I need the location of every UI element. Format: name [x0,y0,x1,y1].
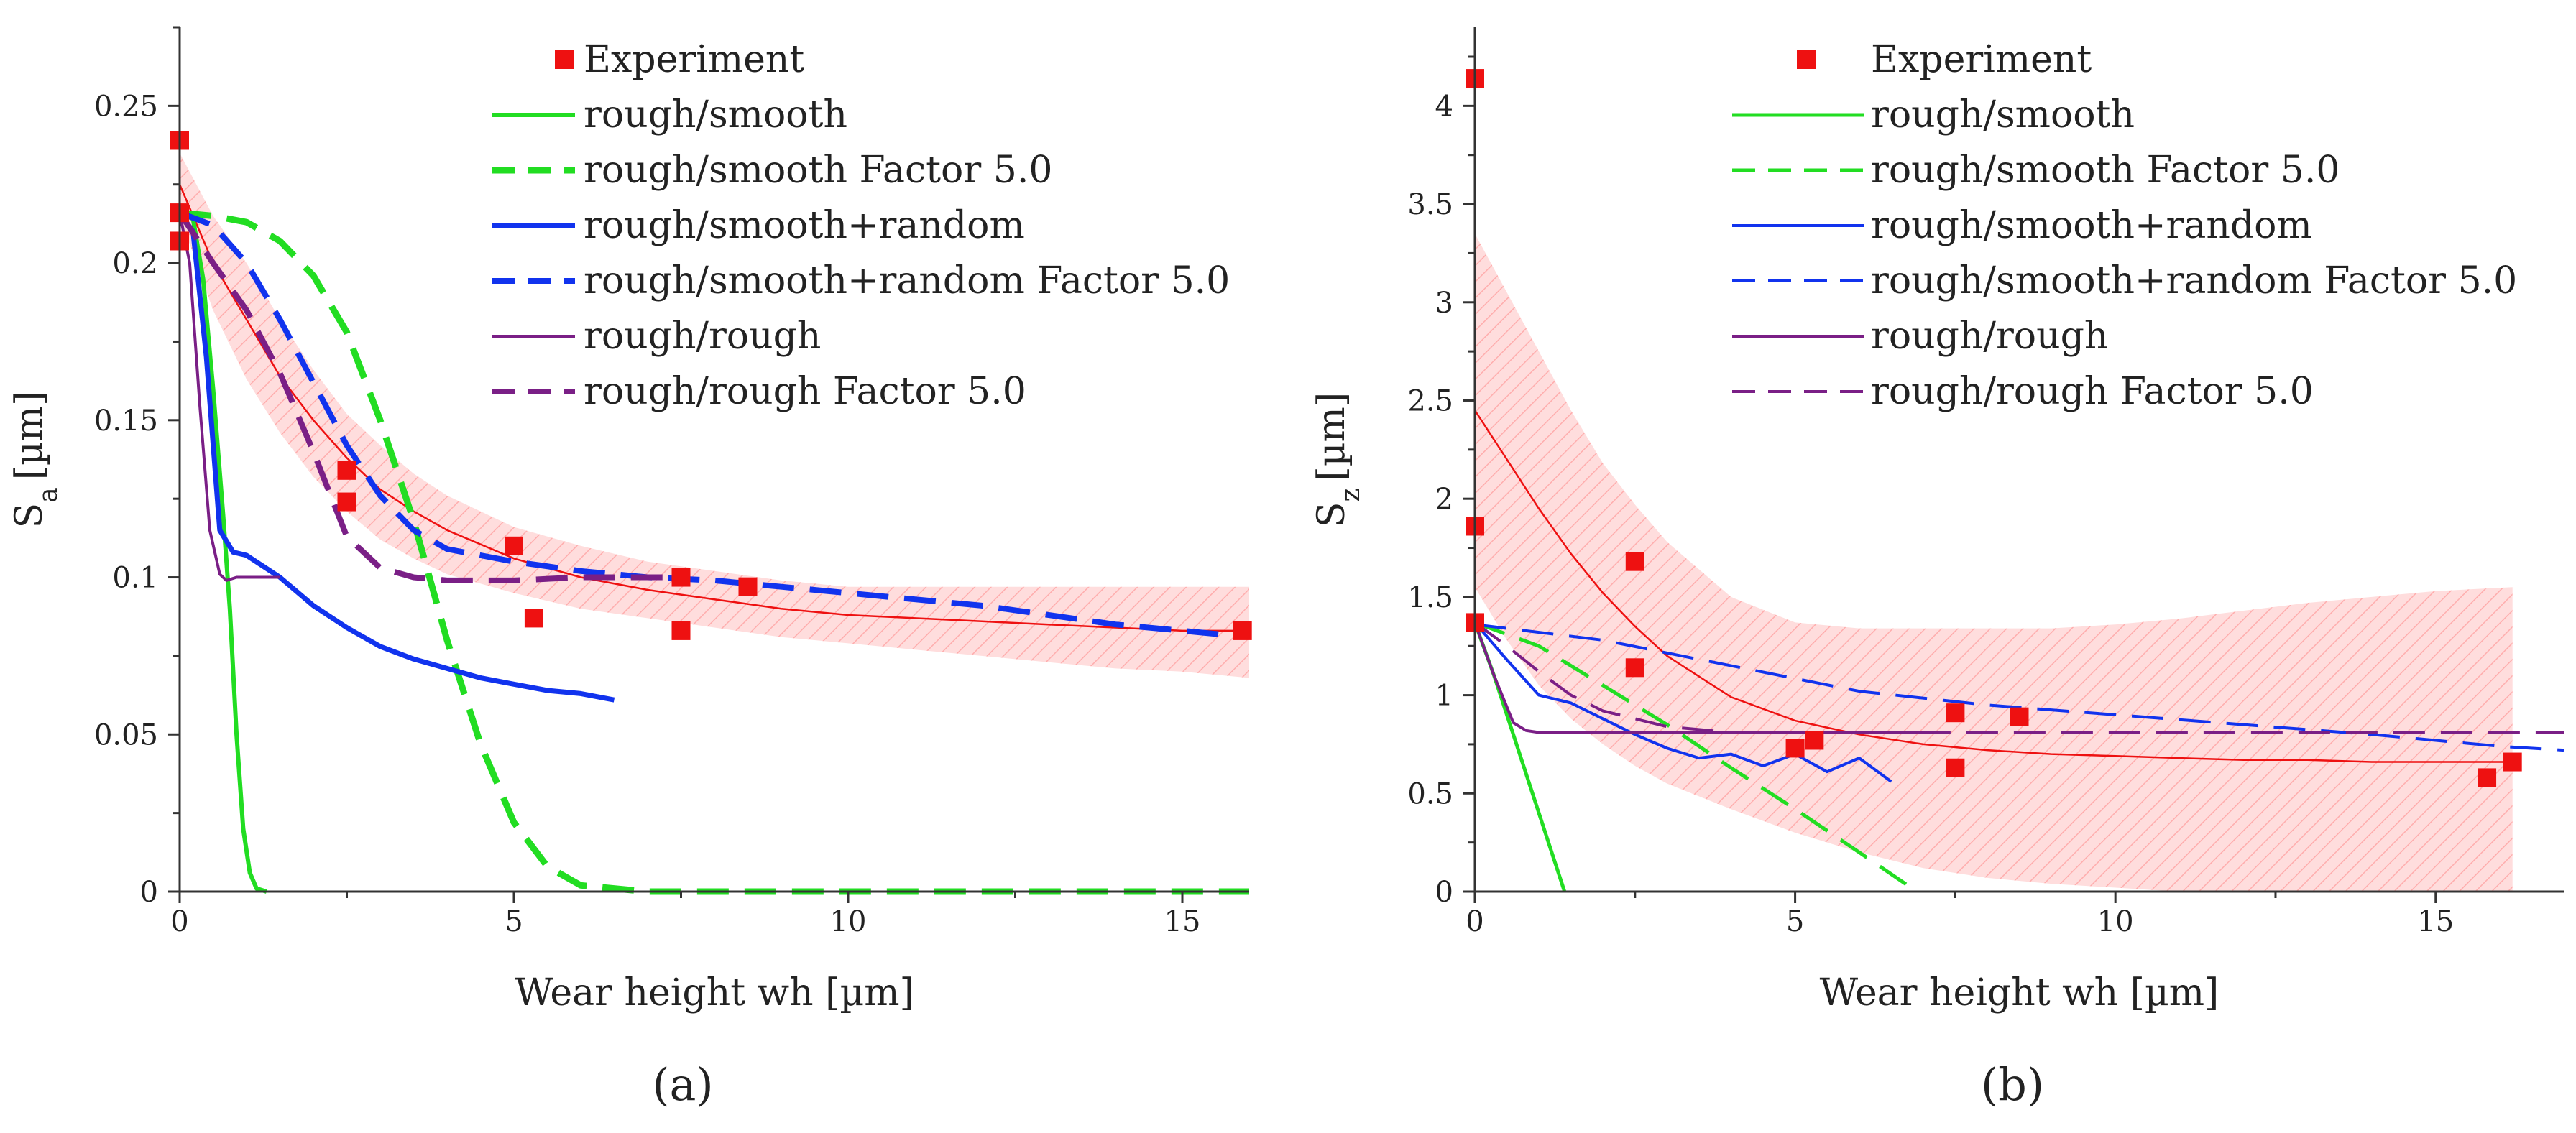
chart-b-legend-label-3: rough/smooth+random [1871,204,2312,247]
chart-a-legend-label-5: rough/rough [584,315,821,358]
chart-b-legend-label-1: rough/smooth [1871,93,2135,137]
chart-b-confidence-band [1475,233,2513,892]
chart-a-y-tick-label: 0.25 [94,90,158,123]
chart-a-legend-label-3: rough/smooth+random [584,204,1025,247]
chart-b-y-tick-label: 3 [1435,287,1453,320]
chart-b-y-tick-label: 3.5 [1407,188,1453,221]
chart-b-legend-label-6: rough/rough Factor 5.0 [1871,370,2314,413]
chart-b-series-line-3 [1473,621,1892,783]
chart-b-experiment-point [1785,739,1805,758]
chart-b-legend-label-experiment: Experiment [1871,38,2092,81]
chart-a-experiment-point [524,609,543,628]
chart-b-experiment-point [1946,703,1965,723]
chart-b-x-tick-label: 0 [1466,905,1484,938]
chart-a-y-tick-label: 0.2 [112,247,158,280]
chart-a-y-tick-label: 0.1 [112,562,158,595]
chart-b-experiment-point [1625,658,1644,678]
chart-a-x-tick-label: 10 [830,905,867,938]
chart-b-y-tick-label: 4 [1435,90,1453,123]
chart-b-x-tick-label: 10 [2097,905,2134,938]
chart-a-experiment-point [671,621,691,640]
chart-a-fit-line [178,184,1249,632]
chart-a-legend-label-4: rough/smooth+random Factor 5.0 [584,259,1230,302]
chart-b-x-tick-label: 15 [2417,905,2454,938]
chart-a-experiment-point [337,492,356,512]
chart-b-experiment-point [1946,758,1965,777]
chart-a-legend-label-experiment: Experiment [584,38,804,81]
chart-a-y-tick-label: 0.15 [94,404,158,438]
chart-a-y-axis-label: Sa[µm] [8,392,63,529]
chart-b-y-tick-label: 2.5 [1407,384,1453,417]
chart-a-experiment-point [671,568,691,587]
chart-b-experiment-point [2503,752,2522,772]
chart-b-fit-line [1473,410,2513,763]
chart-b-y-tick-label: 0.5 [1407,777,1453,810]
chart-b-experiment-point [1805,731,1824,750]
chart-b-y-axis-label: Sz[µm] [1310,392,1366,527]
chart-a-series-line-3 [178,211,615,703]
chart-panel-a: 0 5 10 15 0 0.05 0.1 0.15 0.2 0.25 Sa[µm] Wear heig… [8,26,1252,1111]
chart-b-experiment-point [2010,707,2029,726]
chart-a-legend-label-6: rough/rough Factor 5.0 [584,370,1026,413]
chart-b-legend-label-5: rough/rough [1871,315,2108,358]
chart-b-legend-label-2: rough/smooth Factor 5.0 [1871,149,2340,192]
chart-a-y-tick-label: 0 [140,876,158,909]
chart-a-legend-marker-experiment [555,50,574,69]
chart-a-experiment-point [1233,621,1252,640]
chart-b-x-axis-label: Wear height wh [µm] [1820,971,2220,1014]
chart-b-y-tick-label: 1 [1435,680,1453,713]
chart-panel-b: 0 5 10 15 0 0.5 1 1.5 2 2.5 3 3.5 4 Sz[µm] Wear height… [1310,27,2564,1111]
chart-a-legend-label-2: rough/smooth Factor 5.0 [584,149,1052,192]
chart-b-legend-label-4: rough/smooth+random Factor 5.0 [1871,259,2517,302]
chart-a-x-tick-label: 0 [170,905,188,938]
chart-b-y-tick-label: 2 [1435,483,1453,516]
chart-a-series-line-1 [178,211,267,894]
chart-a-series-line-5 [178,212,280,582]
chart-a-experiment-point [337,461,356,480]
chart-b-legend-marker-experiment [1797,50,1816,69]
chart-a-legend-label-1: rough/smooth [584,93,847,137]
chart-b-y-tick-label: 0 [1435,876,1453,909]
chart-a-x-axis-label: Wear height wh [µm] [515,971,914,1014]
chart-a-x-tick-label: 5 [505,905,523,938]
chart-b-panel-label: (b) [1981,1058,2044,1111]
chart-a-series-line-4 [178,210,1250,640]
chart-a-experiment-point [505,536,523,555]
chart-a-x-tick-label: 15 [1164,905,1201,938]
chart-a-experiment-point [738,577,758,596]
chart-a-y-tick-label: 0.05 [94,718,158,752]
chart-b-series-line-4 [1474,623,2564,752]
chart-b-experiment-point [2478,768,2497,787]
chart-a-series-line-6 [177,211,681,583]
chart-a-panel-label: (a) [652,1058,713,1111]
chart-b-series-line-2 [1474,621,1918,894]
chart-b-x-tick-label: 5 [1786,905,1804,938]
chart-b-experiment-point [1625,552,1644,571]
chart-b-series-line-6 [1473,621,2564,734]
chart-b-y-tick-label: 1.5 [1407,581,1453,614]
